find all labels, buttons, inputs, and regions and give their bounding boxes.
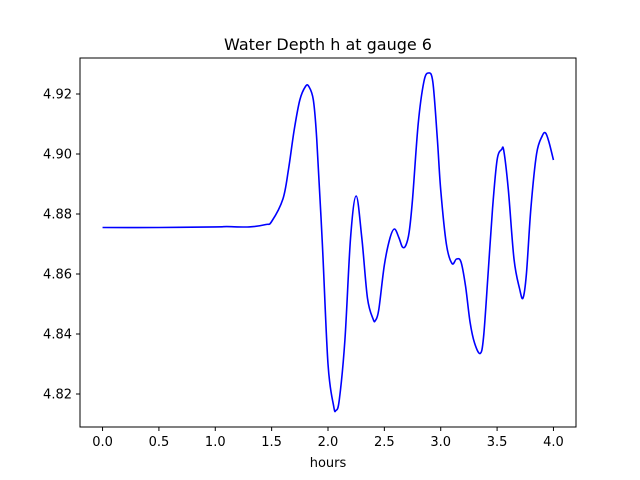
x-tick-label: 4.0 <box>543 435 564 450</box>
x-tick-label: 3.5 <box>487 435 508 450</box>
x-axis-label: hours <box>310 456 347 471</box>
x-tick-label: 0.5 <box>149 435 170 450</box>
y-tick-label: 4.92 <box>43 88 72 103</box>
x-axis: 0.0 0.5 1.0 1.5 2.0 2.5 3.0 3.5 4.0 <box>92 427 564 450</box>
x-tick-label: 2.5 <box>374 435 395 450</box>
y-axis: 4.82 4.84 4.86 4.88 4.90 4.92 <box>43 88 80 403</box>
series-line <box>102 72 555 413</box>
x-tick-label: 1.5 <box>261 435 282 450</box>
y-tick-label: 4.84 <box>43 328 72 343</box>
x-tick-label: 3.0 <box>430 435 451 450</box>
y-tick-label: 4.88 <box>43 208 72 223</box>
x-tick-label: 2.0 <box>318 435 339 450</box>
y-tick-label: 4.82 <box>43 388 72 403</box>
x-tick-label: 0.0 <box>92 435 113 450</box>
y-tick-label: 4.90 <box>43 148 72 163</box>
y-tick-label: 4.86 <box>43 268 72 283</box>
x-tick-label: 1.0 <box>205 435 226 450</box>
chart-title: Water Depth h at gauge 6 <box>224 35 432 54</box>
